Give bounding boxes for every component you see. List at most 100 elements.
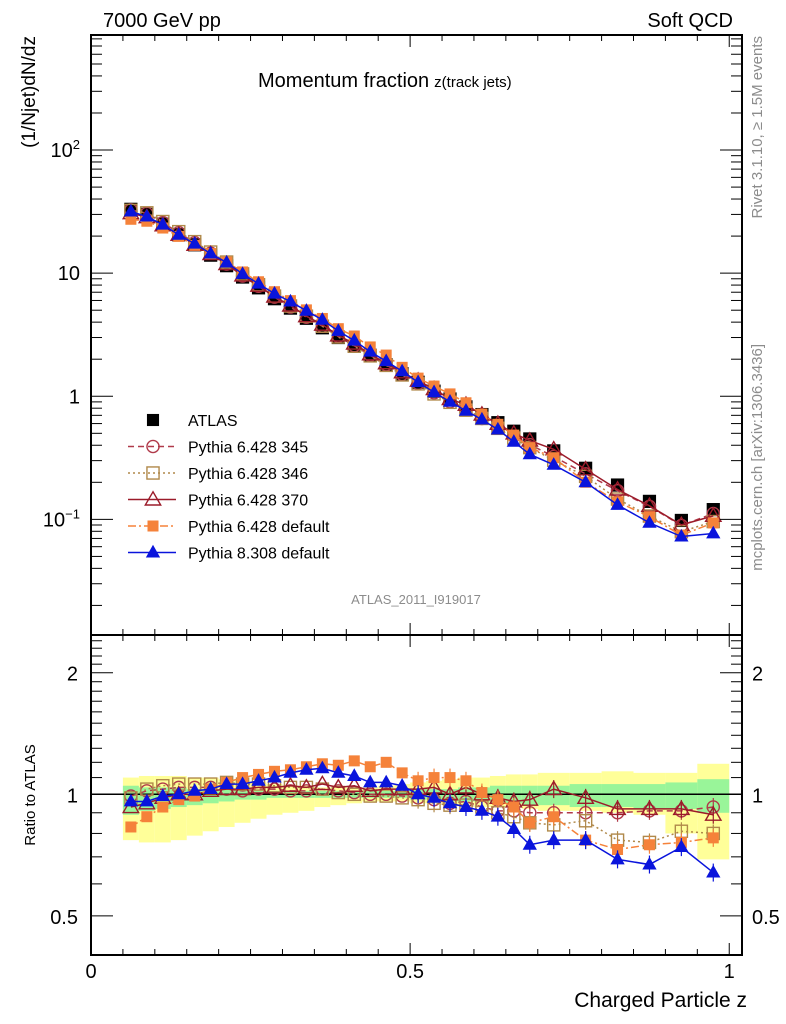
- ratio-panel-frame: [90, 634, 743, 956]
- point-pythia-8-308-default: [123, 203, 139, 217]
- point-pythia-8-308-default: [347, 332, 362, 346]
- chart-title-suffix: z(track jets): [434, 74, 512, 91]
- ratio-point-pythia-8-308-default: [458, 799, 474, 812]
- ratio-point-pythia-6-428-default: [612, 843, 624, 855]
- point-pythia-8-308-default: [363, 344, 378, 357]
- ratio-point-pythia-6-428-370: [297, 778, 316, 794]
- ratio-point-pythia-8-308-default: [674, 839, 689, 853]
- point-pythia-8-308-default: [331, 323, 346, 336]
- point-pythia-8-308-default: [251, 276, 266, 289]
- y-tick-label: 1: [69, 386, 80, 408]
- point-pythia-8-308-default: [410, 374, 426, 388]
- ratio-point-pythia-8-308-default: [442, 795, 458, 809]
- legend-label: ATLAS: [188, 413, 238, 430]
- legend-entry: Pythia 6.428 default: [128, 519, 330, 536]
- ratio-tick-label-right: 2: [752, 664, 763, 686]
- point-pythia-8-308-default: [474, 411, 490, 425]
- ratio-point-pythia-6-428-370: [313, 774, 332, 791]
- ratio-point-pythia-6-428-default: [348, 755, 360, 767]
- ratio-point-pythia-6-428-default: [492, 794, 504, 806]
- ratio-point-pythia-8-308-default: [410, 786, 426, 800]
- point-pythia-8-308-default: [426, 384, 442, 398]
- point-pythia-6-428-default: [707, 517, 719, 529]
- x-tick-label: 1: [724, 961, 735, 983]
- ratio-panel-series: [121, 755, 723, 882]
- legend-marker: [146, 439, 160, 454]
- ratio-series-pythia-8-308-default: [123, 760, 721, 882]
- ratio-point-pythia-6-428-370: [704, 805, 723, 821]
- legend-marker: [144, 490, 162, 506]
- ratio-point-pythia-6-428-370: [672, 799, 691, 816]
- y-tick-label: 10−1: [43, 506, 80, 531]
- y-tick-label: 10: [58, 263, 80, 285]
- ratio-point-pythia-6-428-370: [281, 776, 300, 792]
- ratio-tick-label-left: 1: [67, 785, 78, 807]
- point-pythia-8-308-default: [490, 421, 506, 435]
- ratio-point-pythia-6-428-default: [412, 775, 424, 787]
- analysis-id: ATLAS_2011_I919017: [351, 592, 481, 607]
- ratio-point-pythia-8-308-default: [171, 786, 186, 800]
- ratio-point-pythia-6-428-default: [141, 811, 153, 823]
- point-pythia-8-308-default: [203, 245, 218, 259]
- point-pythia-8-308-default: [187, 236, 202, 249]
- legend-entry: ATLAS: [146, 413, 238, 430]
- point-pythia-8-308-default: [299, 303, 314, 316]
- legend-marker: [147, 520, 159, 532]
- point-pythia-8-308-default: [283, 293, 298, 307]
- legend-label: Pythia 6.428 346: [188, 466, 308, 483]
- ratio-point-pythia-8-308-default: [347, 768, 362, 781]
- legend-entry: Pythia 6.428 345: [128, 440, 308, 457]
- ratio-point-pythia-8-308-default: [123, 793, 139, 807]
- legend-marker: [146, 413, 160, 427]
- axes: 0 0.5 1 102 10 1 10−1 2 2 1 1 0.5 0.5: [43, 34, 780, 983]
- point-pythia-6-428-default: [460, 397, 472, 409]
- point-pythia-8-308-default: [674, 528, 689, 542]
- point-pythia-6-428-default: [125, 213, 137, 225]
- ratio-point-pythia-8-308-default: [139, 793, 154, 807]
- ratio-point-pythia-6-428-default: [157, 801, 169, 813]
- ratio-point-pythia-8-308-default: [235, 776, 250, 790]
- chart-title-main: Momentum fraction: [258, 70, 429, 92]
- legend-label: Pythia 8.308 default: [188, 546, 330, 563]
- legend-entry: Pythia 8.308 default: [128, 544, 330, 563]
- ratio-point-pythia-8-308-default: [426, 790, 442, 803]
- y-axis-label: (1/Njet)dN/dz: [19, 36, 40, 148]
- ratio-point-pythia-6-428-default: [476, 787, 488, 799]
- ratio-point-pythia-6-428-370: [457, 778, 475, 794]
- ratio-point-pythia-8-308-default: [299, 762, 314, 775]
- legend-marker: [146, 466, 160, 480]
- ratio-point-pythia-6-428-default: [173, 794, 185, 806]
- ratio-point-pythia-8-308-default: [642, 856, 657, 870]
- ratio-point-pythia-6-428-370: [265, 778, 284, 794]
- ratio-point-pythia-8-308-default: [706, 864, 721, 878]
- ratio-point-pythia-6-428-default: [460, 775, 472, 787]
- y-tick-label: 102: [51, 137, 80, 162]
- ratio-point-pythia-8-308-default: [546, 832, 561, 846]
- series-line-pythia-6-428-346: [130, 209, 714, 533]
- legend-marker: [145, 544, 161, 558]
- ratio-point-pythia-6-428-default: [548, 811, 560, 823]
- ratio-point-pythia-8-308-default: [610, 851, 625, 865]
- ratio-point-pythia-8-308-default: [187, 783, 202, 796]
- rivet-info: Rivet 3.1.10, ≥ 1.5M events: [749, 36, 766, 219]
- ratio-point-pythia-8-308-default: [474, 803, 490, 816]
- point-pythia-6-428-370: [608, 480, 627, 496]
- point-pythia-8-308-default: [442, 394, 458, 407]
- series-pythia-8-308-default: [123, 203, 721, 542]
- ratio-point-pythia-8-308-default: [363, 774, 378, 788]
- ratio-point-pythia-6-428-370: [377, 780, 396, 796]
- ratio-tick-label-right: 1: [752, 785, 763, 807]
- ratio-point-pythia-8-308-default: [315, 760, 330, 774]
- point-pythia-8-308-default: [155, 216, 170, 230]
- ratio-point-pythia-8-308-default: [251, 773, 266, 786]
- point-pythia-8-308-default: [139, 208, 154, 222]
- ratio-point-pythia-6-428-default: [380, 756, 392, 768]
- x-axis-label: Charged Particle z: [574, 989, 747, 1012]
- ratio-point-pythia-6-428-346: [379, 789, 393, 803]
- ratio-point-pythia-6-428-default: [707, 832, 719, 844]
- legend-entry: Pythia 6.428 370: [128, 490, 308, 510]
- ratio-point-pythia-6-428-default: [364, 761, 376, 773]
- point-pythia-8-308-default: [458, 403, 474, 416]
- chart-title: Momentum fraction z(track jets): [258, 70, 512, 92]
- point-pythia-8-308-default: [642, 515, 657, 528]
